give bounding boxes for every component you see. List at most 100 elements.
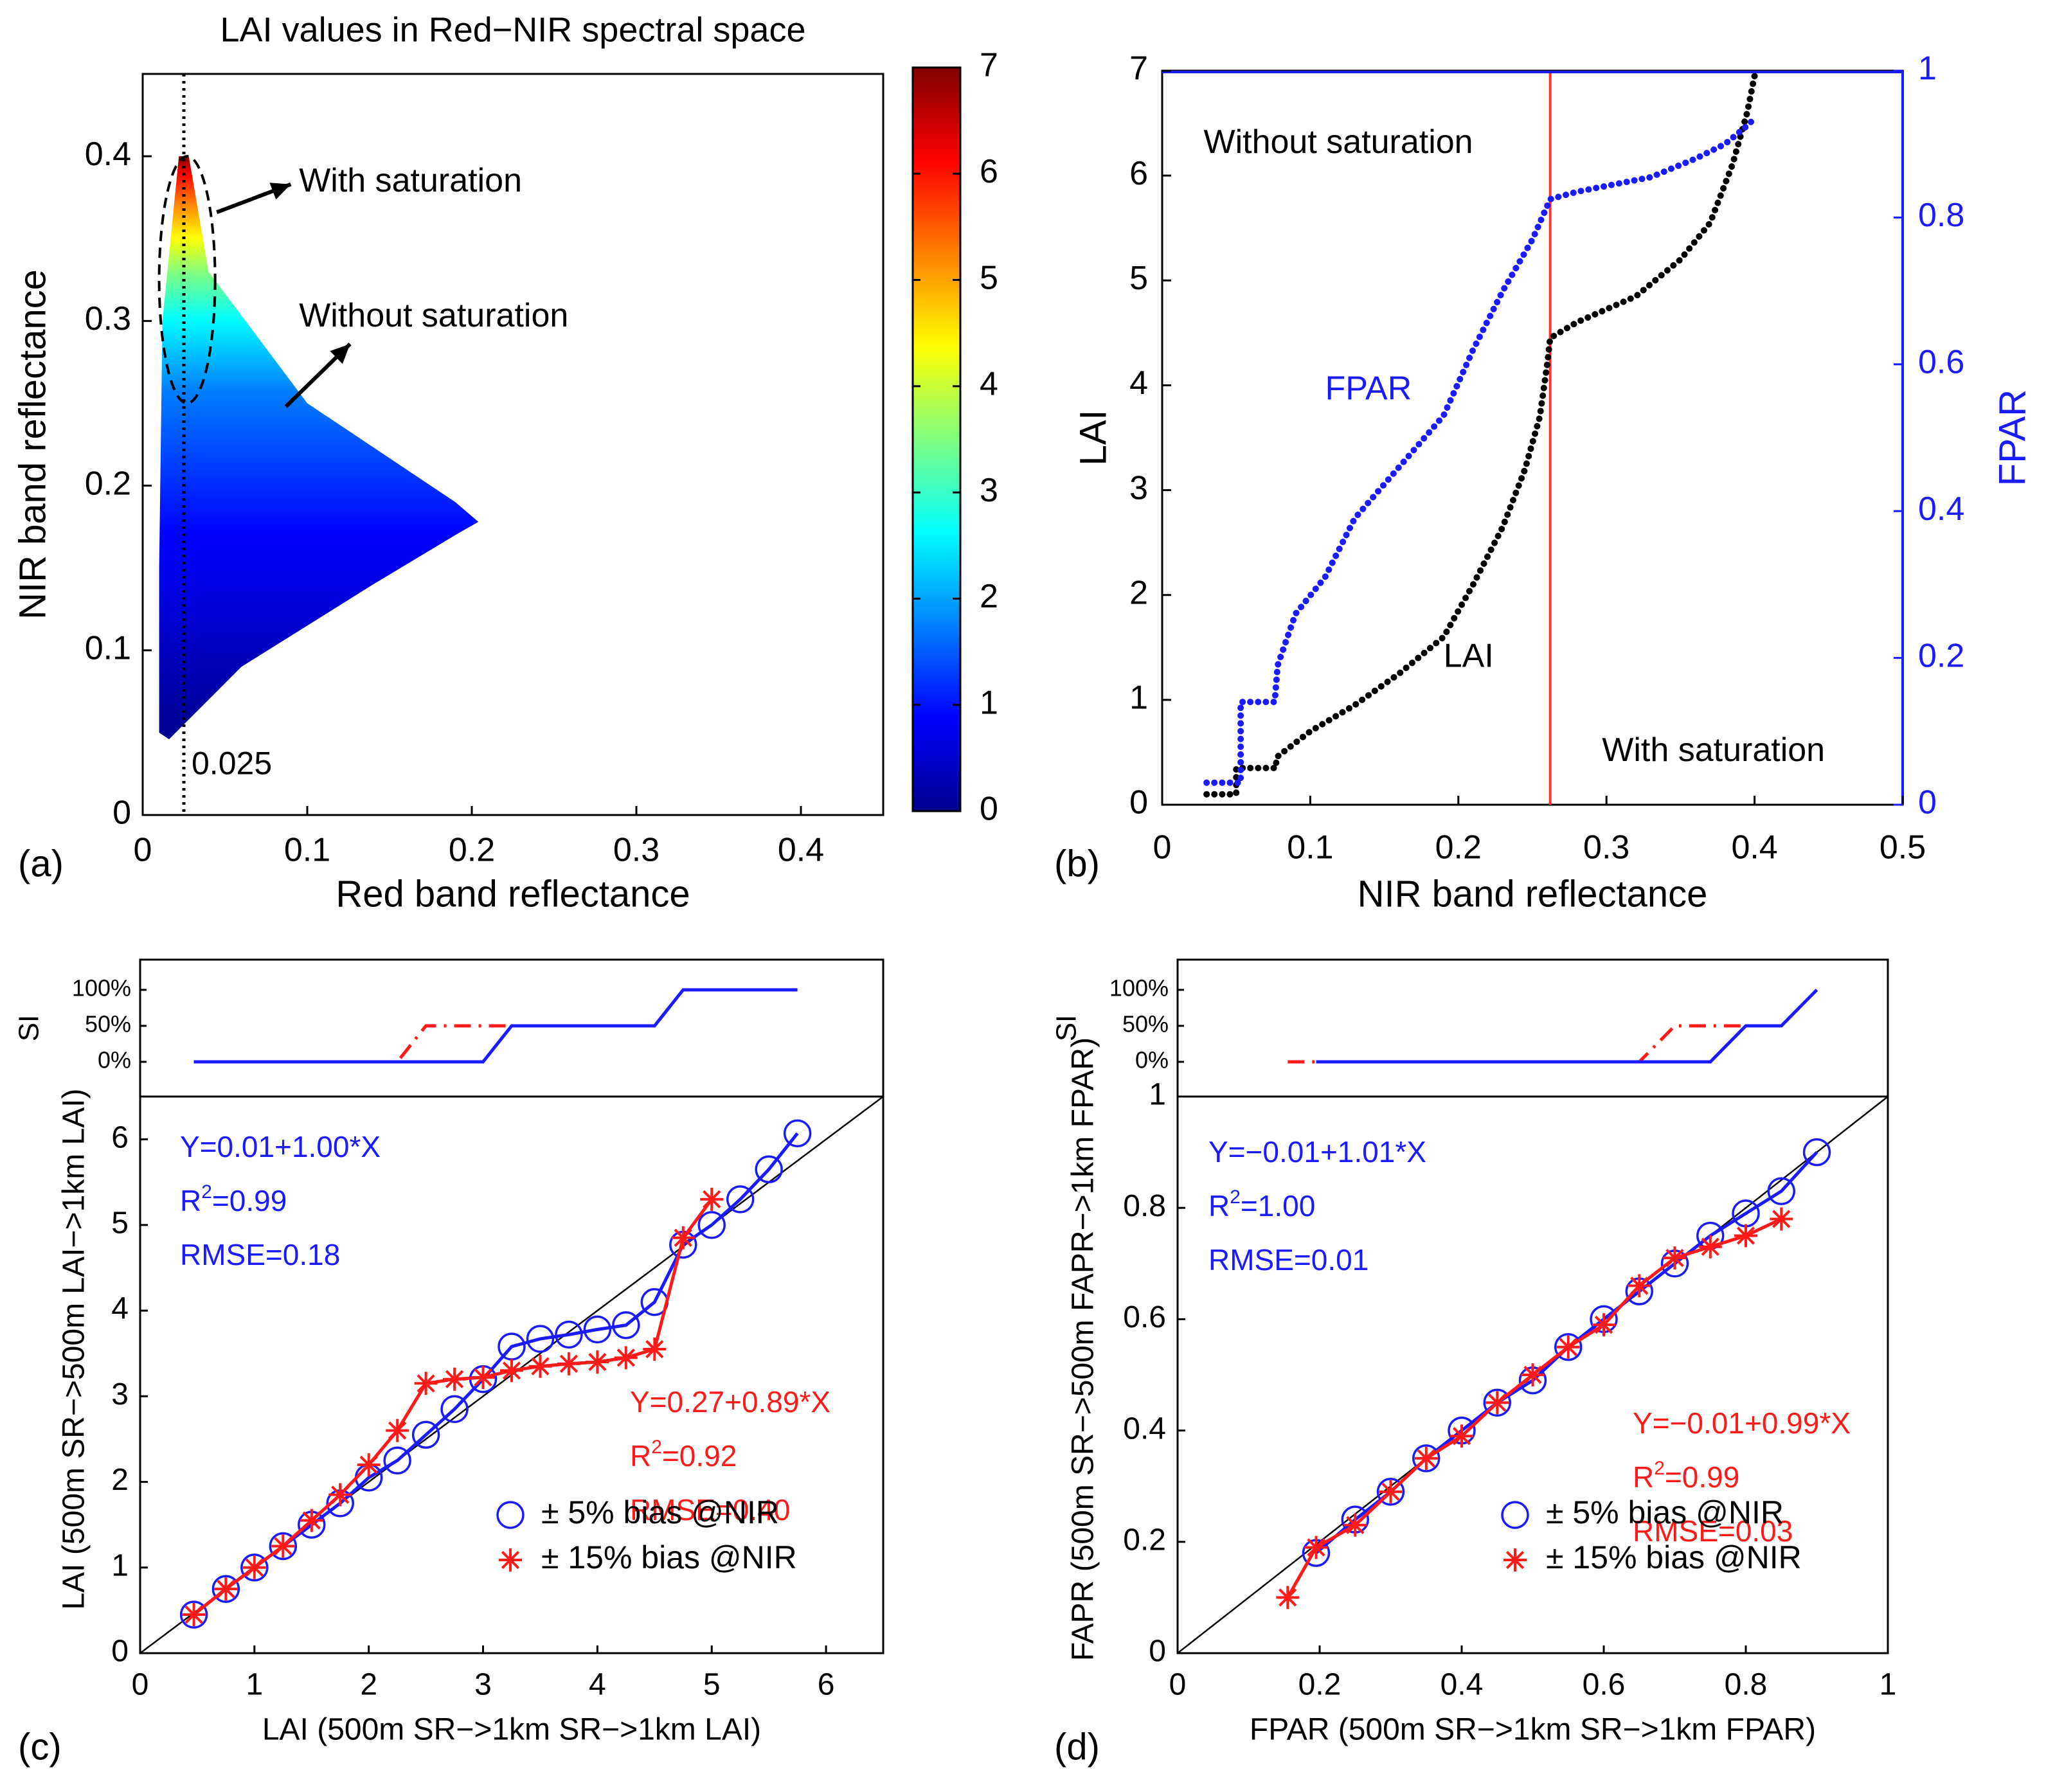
panel-label-c: (c) [18, 1726, 62, 1768]
annotation-b-3: With saturation [1602, 731, 1825, 769]
y-axis-label-c: LAI (500m SR−>500m LAI−>1km LAI) [57, 1088, 91, 1609]
point-bias15 [386, 1419, 409, 1442]
panel-label-d: (d) [1054, 1726, 1100, 1768]
point-bias15 [1379, 1480, 1403, 1503]
legend-label-bias15: ± 15% bias @NIR [541, 1539, 797, 1575]
y2-tick-label-b: 0.8 [1918, 197, 1964, 234]
point-bias15 [1770, 1207, 1793, 1231]
point-bias5 [755, 1155, 783, 1183]
y-tick-label-b: 0 [1129, 784, 1148, 821]
si-axis-label-c: SI [13, 1015, 45, 1042]
panel-b: Without saturation FPAR LAI With saturation… [1054, 50, 2033, 915]
y-tick-label-a: 0.4 [85, 136, 131, 173]
fit-equation-d-1: Y=−0.01+0.99*X [1633, 1406, 1851, 1440]
panel-label-b: (b) [1054, 843, 1100, 884]
point-bias5 [783, 1119, 812, 1148]
y-tick-label-c: 5 [111, 1206, 129, 1241]
y-tick-label-d: 0 [1149, 1635, 1166, 1669]
legend-marker-bias5 [496, 1501, 525, 1529]
legend-label-bias5: ± 5% bias @NIR [1546, 1494, 1784, 1530]
y-tick-label-d: 0.2 [1123, 1523, 1166, 1557]
si-frame-d [1176, 958, 1889, 1098]
x-tick-label-a: 0.2 [449, 832, 495, 869]
x-tick-label-a: 0 [134, 832, 152, 869]
y-tick-label-c: 4 [111, 1292, 129, 1326]
colorbar-tick-label: 1 [980, 684, 998, 721]
x-axis-label-c: LAI (500m SR−>1km SR−>1km LAI) [262, 1713, 761, 1747]
point-bias5 [1554, 1332, 1583, 1361]
legend-label-bias5: ± 5% bias @NIR [541, 1494, 779, 1530]
point-bias15 [414, 1372, 438, 1395]
point-bias15 [1556, 1335, 1580, 1359]
x-tick-label-a: 0.3 [613, 832, 660, 869]
point-bias15 [1276, 1586, 1300, 1609]
y-tick-label-b: 3 [1129, 469, 1148, 506]
point-bias15 [1663, 1246, 1687, 1270]
y-tick-label-b: 4 [1129, 364, 1148, 402]
point-bias15 [528, 1354, 552, 1378]
point-bias15 [271, 1534, 295, 1558]
y-tick-label-b: 7 [1129, 50, 1148, 87]
colorbar-tick-label: 5 [980, 259, 998, 296]
chart-title-a: LAI values in Red−NIR spectral space [220, 10, 806, 49]
fit-r2-c-1: R2=0.92 [630, 1437, 737, 1473]
si-tick-label-d: 0% [1135, 1047, 1169, 1073]
point-bias5 [1412, 1444, 1440, 1473]
x-tick-label-b: 0.2 [1435, 829, 1482, 866]
y-tick-label-b: 1 [1129, 679, 1148, 717]
si-tick-label-d: 50% [1122, 1011, 1169, 1037]
point-bias15 [1304, 1536, 1328, 1559]
y-tick-label-d: 0.4 [1123, 1411, 1166, 1446]
lai-region [159, 156, 479, 740]
point-bias5 [383, 1446, 411, 1474]
y-axis-label-a: NIR band reflectance [12, 269, 53, 620]
x-axis-label-b: NIR band reflectance [1358, 873, 1708, 915]
x-tick-label-b: 0.4 [1731, 829, 1777, 866]
point-bias15 [500, 1359, 523, 1383]
x-tick-label-d: 1 [1880, 1668, 1897, 1702]
point-bias5 [583, 1315, 612, 1344]
point-bias15 [1521, 1363, 1545, 1386]
point-bias15 [700, 1187, 724, 1211]
point-bias15 [614, 1346, 638, 1370]
x-tick-label-c: 0 [132, 1668, 149, 1702]
y-tick-label-b: 5 [1129, 260, 1148, 297]
y2-tick-label-b: 1 [1918, 50, 1937, 87]
saturation-ellipse [157, 155, 217, 405]
x-tick-label-d: 0.4 [1440, 1668, 1484, 1702]
si-tick-label-c: 50% [85, 1011, 131, 1037]
x-tick-label-d: 0.6 [1583, 1668, 1626, 1702]
colorbar-tick-label: 3 [980, 472, 998, 509]
y-axis-label-b: LAI [1072, 409, 1114, 465]
colorbar [911, 66, 962, 812]
point-bias15 [643, 1338, 667, 1361]
si-axis-label-d: SI [1051, 1015, 1082, 1042]
colorbar-tick-label: 0 [980, 791, 998, 828]
point-bias5 [726, 1185, 755, 1214]
x-tick-label-d: 0.2 [1298, 1668, 1342, 1702]
panel-d: Y=−0.01+1.01*X R2=1.00 RMSE=0.01 Y=−0.01+0.… [1051, 958, 1897, 1768]
annotation-a-1: Without saturation [299, 297, 568, 334]
y-tick-label-b: 6 [1129, 155, 1148, 192]
threshold-label: 0.025 [192, 745, 272, 781]
y-tick-label-d: 1 [1149, 1078, 1166, 1112]
x-tick-label-b: 0.5 [1880, 829, 1926, 866]
panel-label-a: (a) [18, 843, 64, 884]
point-bias5 [1767, 1177, 1795, 1205]
fit-r2-value: 0.99 [229, 1184, 287, 1217]
y-tick-label-c: 6 [111, 1120, 129, 1154]
fit-rmse-d-1: RMSE=0.03 [1633, 1514, 1793, 1548]
point-bias15 [1592, 1313, 1615, 1337]
point-bias5 [411, 1420, 440, 1449]
x-tick-label-a: 0.1 [284, 832, 330, 869]
point-bias15 [328, 1483, 352, 1507]
point-bias5 [179, 1600, 208, 1629]
colorbar-tick-label: 6 [980, 153, 998, 190]
x-tick-label-d: 0 [1169, 1668, 1187, 1702]
fit-r2-c-0: R2=0.99 [180, 1181, 287, 1217]
annotation-arrowhead-1 [330, 344, 350, 364]
fit-r2-d-0: R2=1.00 [1208, 1187, 1315, 1223]
point-bias15 [471, 1366, 495, 1389]
fit-equation-c-1: Y=0.27+0.89*X [630, 1385, 830, 1419]
